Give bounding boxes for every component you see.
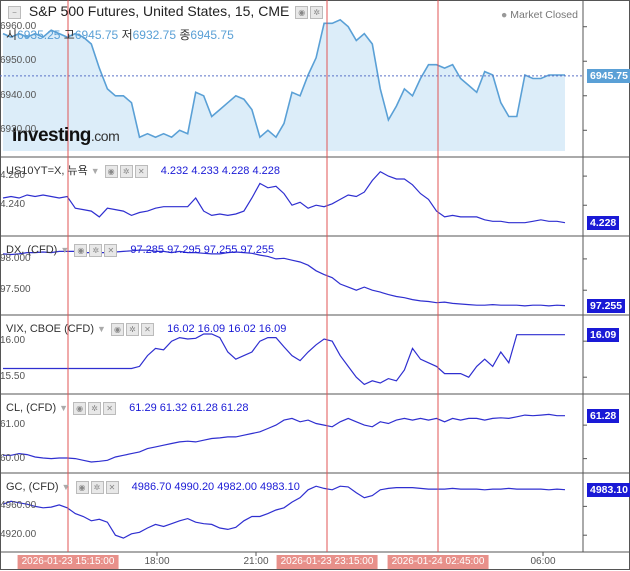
y-tick-label: 4.240	[0, 199, 26, 211]
x-tick-label: 06:00	[530, 556, 556, 567]
y-tick-label: 6950.00	[0, 55, 37, 67]
time-marker-label: 2026-01-23 15:15:00	[17, 555, 119, 569]
panel-label-gc: GC, (CFD) ▼ ◉ ✲ ✕ 4986.70 4990.20 4982.00 4…	[6, 480, 300, 494]
investing-logo: Investing.com	[12, 125, 120, 146]
last-value-tag: 4.228	[587, 215, 620, 230]
y-tick-label: 6960.00	[0, 20, 37, 32]
close-icon[interactable]: ✕	[134, 164, 148, 178]
series-line-gc	[2, 485, 566, 539]
y-tick-label: 4.260	[0, 170, 26, 182]
series-line-us10ytx	[2, 170, 566, 224]
close-icon[interactable]: ✕	[104, 243, 118, 257]
y-tick-label: 98.000	[0, 252, 31, 264]
y-tick-label: 6930.00	[0, 124, 37, 136]
gear-icon[interactable]: ✲	[310, 5, 324, 19]
eye-icon[interactable]: ◉	[75, 480, 89, 494]
x-tick-label: 21:00	[243, 556, 269, 567]
y-tick-label: 15.50	[0, 371, 26, 383]
time-marker-label: 2026-01-23 23:15:00	[276, 555, 378, 569]
close-icon[interactable]: ✕	[105, 480, 119, 494]
dropdown-icon: ▼	[59, 403, 69, 413]
gear-icon[interactable]: ✲	[119, 164, 133, 178]
last-price-tag: 6945.75	[587, 68, 630, 83]
series-line-cl	[3, 413, 565, 463]
panel-label-vix: VIX, CBOE (CFD) ▼ ◉ ✲ ✕ 16.02 16.09 16.02 1…	[6, 322, 287, 336]
market-status: ● Market Closed	[501, 9, 578, 21]
series-area-fill	[3, 19, 565, 151]
last-value-tag: 97.255	[587, 298, 626, 313]
ohlc-high-value: 6945.75	[74, 28, 119, 42]
close-icon[interactable]: ✕	[141, 322, 154, 336]
market-status-text: Market Closed	[510, 9, 578, 21]
gear-icon[interactable]: ✲	[90, 480, 104, 494]
dropdown-icon: ▼	[90, 166, 100, 176]
last-value-tag: 61.28	[587, 408, 620, 423]
ohlc-high-key: 고	[63, 28, 75, 42]
eye-icon[interactable]: ◉	[104, 164, 118, 178]
gear-icon[interactable]: ✲	[88, 401, 102, 415]
last-value-tag: 4983.10	[587, 482, 630, 497]
dropdown-icon: ▼	[97, 324, 106, 334]
y-tick-label: 4920.00	[0, 529, 37, 541]
panel-label-cl: CL, (CFD) ▼ ◉ ✲ ✕ 61.29 61.32 61.28 61.28	[6, 401, 249, 415]
eye-icon[interactable]: ◉	[74, 243, 88, 257]
ohlc-low-key: 저	[121, 28, 133, 42]
y-tick-label: 6940.00	[0, 89, 37, 101]
ohlc-low-value: 6932.75	[132, 28, 176, 42]
eye-icon[interactable]: ◉	[295, 5, 309, 19]
y-tick-label: 97.500	[0, 284, 31, 296]
ohlc-close-value: 6945.75	[190, 28, 234, 42]
gear-icon[interactable]: ✲	[89, 243, 103, 257]
y-tick-label: 16.00	[0, 335, 26, 347]
dropdown-icon: ▼	[60, 245, 70, 255]
collapse-icon[interactable]: −	[8, 5, 21, 19]
x-tick-label: 18:00	[144, 556, 170, 567]
chart-header: − S&P 500 Futures, United States, 15, CM…	[6, 3, 324, 19]
status-dot-icon: ●	[501, 9, 508, 21]
time-marker-label: 2026-01-24 02:45:00	[387, 555, 489, 569]
eye-icon[interactable]: ◉	[73, 401, 87, 415]
gear-icon[interactable]: ✲	[126, 322, 139, 336]
ohlc-open-value: 6935.25	[17, 28, 61, 42]
ohlc-open-key: 시	[6, 28, 18, 42]
ohlc-close-key: 종	[179, 28, 191, 42]
series-line-dx	[2, 249, 566, 307]
panel-label-us10y: US10YT=X, 뉴욕 ▼ ◉ ✲ ✕ 4.232 4.233 4.228 4.22…	[6, 164, 281, 178]
series-line-vix	[3, 333, 565, 386]
chart-title: S&P 500 Futures, United States, 15, CME	[28, 3, 290, 19]
y-tick-label: 60.00	[0, 452, 26, 464]
panel-label-dx: DX, (CFD) ▼ ◉ ✲ ✕ 97.285 97.295 97.255 97.2…	[6, 243, 275, 257]
y-tick-label: 61.00	[0, 419, 26, 431]
ohlc-readout: 시6935.25 고6945.75 저6932.75 종6945.75	[6, 28, 234, 42]
series-line-sp500	[2, 18, 565, 139]
y-tick-label: 4960.00	[0, 500, 37, 512]
close-icon[interactable]: ✕	[103, 401, 117, 415]
eye-icon[interactable]: ◉	[111, 322, 124, 336]
last-value-tag: 16.09	[587, 327, 620, 342]
dropdown-icon: ▼	[61, 482, 71, 492]
